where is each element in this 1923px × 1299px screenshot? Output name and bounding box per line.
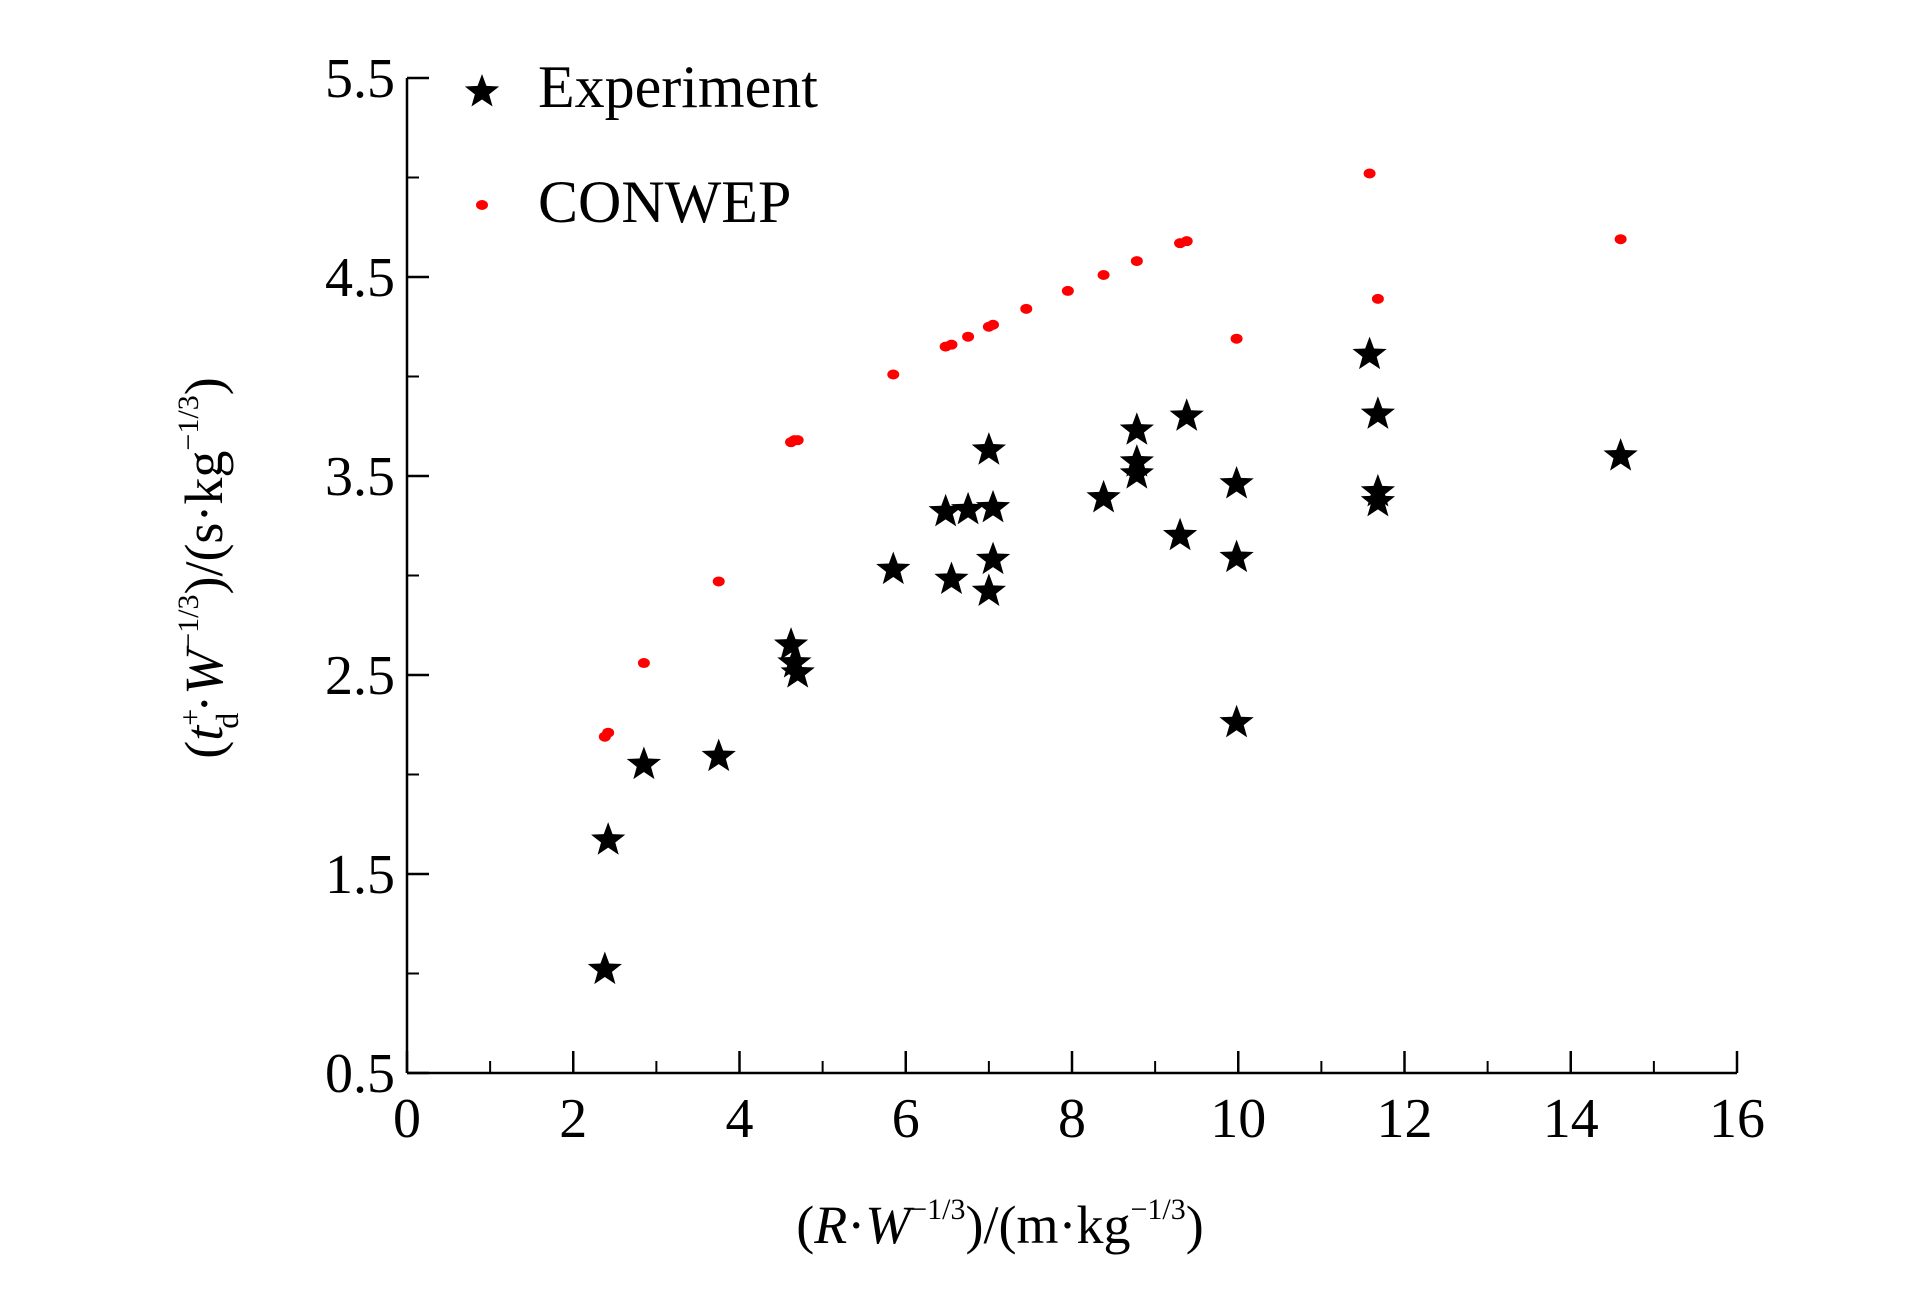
experiment-point	[971, 432, 1006, 465]
experiment-point	[1119, 456, 1154, 489]
experiment-point	[773, 627, 809, 660]
experiment-point	[780, 655, 815, 688]
legend-dot-icon	[476, 200, 488, 210]
y-title-t-sub: d	[209, 713, 245, 729]
y-title-unit-exp: −1/3	[172, 395, 205, 450]
x-title-dot: ·	[847, 1195, 865, 1255]
data-points	[587, 168, 1638, 985]
series-conwep	[598, 168, 1627, 742]
experiment-point	[777, 645, 812, 678]
experiment-point	[975, 541, 1011, 575]
x-title-close: )	[1186, 1195, 1204, 1255]
conwep-point	[887, 369, 900, 380]
experiment-point	[626, 746, 662, 780]
experiment-point	[1352, 336, 1387, 370]
y-tick-label: 3.5	[325, 446, 395, 508]
experiment-point	[1603, 438, 1638, 471]
y-axis-title: (t+d·W−1/3)/(s·kg−1/3)	[172, 377, 245, 758]
experiment-point	[1360, 396, 1396, 429]
experiment-point	[1162, 517, 1198, 551]
conwep-point	[1061, 285, 1074, 296]
y-tick-label: 4.5	[325, 247, 395, 309]
legend-marker-experiment	[464, 74, 500, 107]
y-title-exp: −1/3	[172, 595, 205, 650]
x-tick-label: 8	[1058, 1088, 1086, 1150]
conwep-point	[602, 727, 615, 738]
experiment-point	[934, 561, 969, 595]
x-tick-label: 16	[1709, 1088, 1765, 1150]
conwep-point	[1614, 234, 1627, 245]
y-title-t-sup: +	[174, 709, 207, 726]
y-title-t: t	[174, 724, 234, 741]
experiment-point	[1169, 398, 1204, 431]
experiment-point	[591, 822, 626, 855]
x-tick-label: 12	[1377, 1088, 1433, 1150]
x-title-open: (	[796, 1195, 814, 1255]
legend-label-conwep: CONWEP	[538, 169, 791, 235]
conwep-point	[712, 576, 725, 587]
x-tick-label: 10	[1210, 1088, 1266, 1150]
x-title-unit-exp: −1/3	[1130, 1193, 1185, 1226]
experiment-point	[950, 491, 986, 525]
y-title-w: W	[174, 645, 234, 695]
conwep-point	[1020, 303, 1033, 314]
conwep-point	[637, 658, 650, 669]
series-experiment	[587, 336, 1638, 985]
x-title-w: W	[865, 1195, 915, 1255]
x-tick-label: 4	[726, 1088, 754, 1150]
x-tick-label: 6	[892, 1088, 920, 1150]
experiment-point	[587, 951, 622, 985]
conwep-point	[1180, 236, 1193, 247]
y-tick-label: 0.5	[325, 1043, 395, 1105]
experiment-point	[1086, 479, 1121, 513]
conwep-point	[1097, 270, 1110, 281]
legend: Experiment CONWEP	[464, 54, 818, 235]
x-title-r: R	[813, 1195, 847, 1255]
experiment-point	[971, 573, 1006, 606]
x-axis-ticks: 0 2 4 6 8 10 12 14 16	[393, 1051, 1765, 1150]
x-tick-label: 0	[393, 1088, 421, 1150]
experiment-point	[928, 493, 963, 527]
experiment-point	[701, 738, 736, 772]
experiment-point	[1219, 465, 1254, 499]
experiment-point	[1219, 704, 1254, 738]
conwep-point	[1230, 333, 1243, 344]
legend-star-icon	[464, 74, 500, 107]
conwep-point	[1130, 256, 1143, 267]
y-title-open: (	[174, 741, 234, 759]
y-title-dot: ·	[174, 695, 234, 713]
conwep-point	[1371, 293, 1384, 304]
y-title-close: )	[174, 377, 234, 395]
legend-marker-conwep	[476, 200, 488, 210]
conwep-point	[791, 435, 804, 446]
x-axis-title: (R·W−1/3)/(m·kg−1/3)	[796, 1193, 1203, 1255]
x-tick-label: 14	[1543, 1088, 1599, 1150]
conwep-point	[962, 331, 975, 342]
y-tick-label: 1.5	[325, 844, 395, 906]
y-tick-label: 2.5	[325, 645, 395, 707]
y-tick-label: 5.5	[325, 48, 395, 110]
y-title-unit: )/(s·kg	[174, 451, 234, 595]
conwep-point	[945, 339, 958, 350]
x-title-exp: −1/3	[910, 1193, 965, 1226]
experiment-point	[1360, 483, 1396, 517]
x-tick-label: 2	[559, 1088, 587, 1150]
x-title-unit: )/(m·kg	[966, 1195, 1131, 1255]
experiment-point	[876, 551, 911, 585]
y-axis-ticks: 0.5 1.5 2.5 3.5 4.5 5.5	[325, 48, 429, 1105]
experiment-point	[1219, 539, 1254, 573]
experiment-point	[975, 489, 1011, 523]
conwep-point	[987, 319, 1000, 330]
conwep-point	[1363, 168, 1376, 179]
legend-label-experiment: Experiment	[538, 54, 818, 120]
experiment-point	[1119, 412, 1154, 445]
